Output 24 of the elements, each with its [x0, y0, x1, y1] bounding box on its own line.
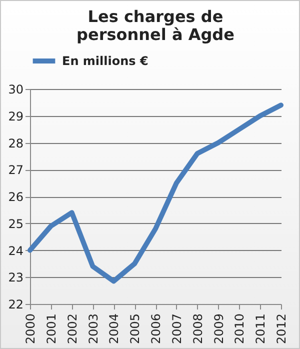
x-tick-label: 2001 [44, 314, 58, 344]
x-tick-label: 2008 [190, 314, 205, 344]
y-tick-label: 25 [8, 216, 24, 231]
x-tick-label: 2000 [24, 314, 38, 344]
y-tick-label: 29 [8, 109, 24, 124]
x-tick-label: 2004 [107, 314, 122, 344]
x-tick-label: 2009 [212, 314, 226, 344]
y-tick-label: 28 [8, 136, 24, 150]
y-tick-label: 23 [8, 270, 24, 285]
y-tick-label: 24 [8, 244, 24, 258]
x-tick-label: 2007 [170, 314, 184, 344]
y-tick-label: 22 [8, 298, 24, 312]
y-tick-label: 27 [8, 163, 24, 178]
legend-label: En millions € [62, 54, 148, 68]
y-tick-label: 30 [8, 82, 24, 96]
x-tick-label: 2010 [232, 314, 247, 344]
x-tick-label: 2012 [274, 314, 288, 344]
x-tick-label: 2002 [65, 314, 80, 344]
y-tick-label: 26 [8, 190, 24, 204]
x-tick-label: 2006 [149, 314, 163, 344]
chart-title: Les charges de personnel à Agde [76, 7, 235, 44]
x-tick-label: 2003 [86, 314, 100, 344]
x-tick-label: 2005 [128, 314, 142, 344]
x-tick-label: 2011 [254, 314, 268, 344]
